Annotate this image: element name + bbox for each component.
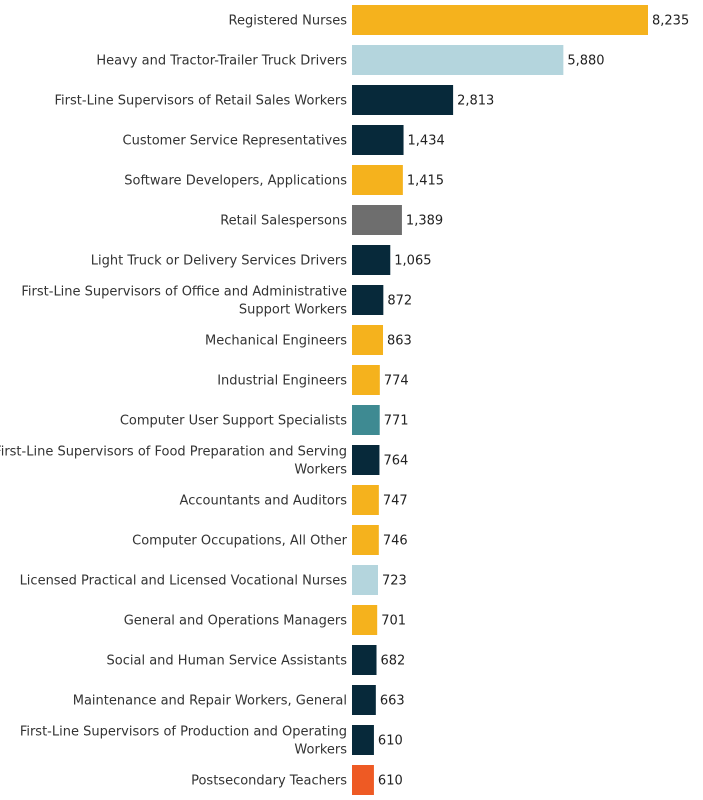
category-label: First-Line Supervisors of Food Preparati… bbox=[0, 445, 347, 478]
category-label: Software Developers, Applications bbox=[124, 174, 347, 189]
value-label: 682 bbox=[381, 654, 406, 669]
value-label: 747 bbox=[383, 494, 408, 509]
bar bbox=[352, 285, 384, 315]
bar bbox=[352, 605, 378, 635]
bar bbox=[352, 205, 402, 235]
bar-row: Heavy and Tractor-Trailer Truck Drivers 5… bbox=[96, 45, 605, 75]
bar bbox=[352, 525, 379, 555]
bar bbox=[352, 765, 374, 795]
bar-row: General and Operations Managers 701 bbox=[124, 605, 406, 635]
bar bbox=[352, 45, 564, 75]
value-label: 701 bbox=[381, 614, 406, 629]
category-label: Registered Nurses bbox=[229, 14, 348, 29]
category-label: Customer Service Representatives bbox=[123, 134, 348, 149]
bar-row: Social and Human Service Assistants 682 bbox=[107, 645, 406, 675]
bar-row: Light Truck or Delivery Services Drivers… bbox=[91, 245, 431, 275]
bar-row: Software Developers, Applications 1,415 bbox=[124, 165, 444, 195]
value-label: 863 bbox=[387, 334, 412, 349]
bar bbox=[352, 165, 403, 195]
value-label: 8,235 bbox=[652, 14, 689, 29]
value-label: 663 bbox=[380, 694, 405, 709]
bar-row: Postsecondary Teachers 610 bbox=[191, 765, 403, 795]
bar-row: Accountants and Auditors 747 bbox=[180, 485, 408, 515]
category-label: Industrial Engineers bbox=[217, 374, 347, 389]
bar-row: Computer User Support Specialists 771 bbox=[120, 405, 409, 435]
bar bbox=[352, 685, 376, 715]
category-label: Retail Salespersons bbox=[220, 214, 347, 229]
category-label: Accountants and Auditors bbox=[180, 494, 348, 509]
bar-row: First-Line Supervisors of Production and… bbox=[20, 725, 403, 758]
category-label: Computer Occupations, All Other bbox=[132, 534, 347, 549]
bar-row: Computer Occupations, All Other 746 bbox=[132, 525, 408, 555]
category-label: General and Operations Managers bbox=[124, 614, 348, 629]
bar bbox=[352, 565, 378, 595]
bar bbox=[352, 245, 391, 275]
category-label: Social and Human Service Assistants bbox=[107, 654, 348, 669]
bar-row: Registered Nurses 8,235 bbox=[229, 5, 689, 35]
value-label: 872 bbox=[387, 294, 412, 309]
value-label: 2,813 bbox=[457, 94, 494, 109]
category-label: Maintenance and Repair Workers, General bbox=[73, 694, 347, 709]
bar-row: First-Line Supervisors of Retail Sales W… bbox=[55, 85, 494, 115]
bar-row: Maintenance and Repair Workers, General 6… bbox=[73, 685, 405, 715]
value-label: 764 bbox=[383, 454, 408, 469]
category-label: First-Line Supervisors of Production and… bbox=[20, 725, 347, 758]
category-label: Heavy and Tractor-Trailer Truck Drivers bbox=[96, 54, 347, 69]
bar-row: Industrial Engineers 774 bbox=[217, 365, 409, 395]
value-label: 1,065 bbox=[394, 254, 431, 269]
bar bbox=[352, 125, 404, 155]
bar bbox=[352, 485, 379, 515]
category-label: Mechanical Engineers bbox=[205, 334, 347, 349]
bar-row: Customer Service Representatives 1,434 bbox=[123, 125, 445, 155]
bar bbox=[352, 85, 454, 115]
value-label: 723 bbox=[382, 574, 407, 589]
bar bbox=[352, 365, 380, 395]
bar-row: First-Line Supervisors of Food Preparati… bbox=[0, 445, 408, 478]
value-label: 1,389 bbox=[406, 214, 443, 229]
value-label: 1,434 bbox=[408, 134, 445, 149]
bar bbox=[352, 445, 380, 475]
category-label: Licensed Practical and Licensed Vocation… bbox=[20, 574, 348, 589]
bar bbox=[352, 725, 374, 755]
category-label: First-Line Supervisors of Retail Sales W… bbox=[55, 94, 348, 109]
value-label: 746 bbox=[383, 534, 408, 549]
category-label: Postsecondary Teachers bbox=[191, 774, 347, 789]
category-label: Light Truck or Delivery Services Drivers bbox=[91, 254, 347, 269]
bar bbox=[352, 325, 384, 355]
bar bbox=[352, 405, 380, 435]
bar-row: Retail Salespersons 1,389 bbox=[220, 205, 443, 235]
category-label: First-Line Supervisors of Office and Adm… bbox=[21, 285, 347, 318]
category-label: Computer User Support Specialists bbox=[120, 414, 347, 429]
value-label: 1,415 bbox=[407, 174, 444, 189]
bar bbox=[352, 5, 648, 35]
bar bbox=[352, 645, 377, 675]
value-label: 5,880 bbox=[567, 54, 604, 69]
value-label: 774 bbox=[384, 374, 409, 389]
bar-row: Mechanical Engineers 863 bbox=[205, 325, 412, 355]
bar-row: Licensed Practical and Licensed Vocation… bbox=[20, 565, 407, 595]
bar-row: First-Line Supervisors of Office and Adm… bbox=[21, 285, 412, 318]
value-label: 610 bbox=[378, 774, 403, 789]
value-label: 610 bbox=[378, 734, 403, 749]
value-label: 771 bbox=[384, 414, 409, 429]
